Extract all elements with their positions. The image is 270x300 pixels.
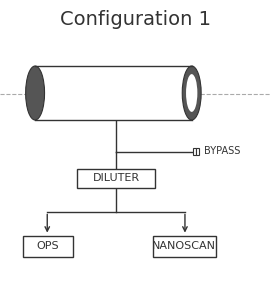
Bar (77, 169, 155, 188)
Text: NANOSCAN: NANOSCAN (152, 241, 216, 251)
Bar (193, 148, 195, 155)
Text: OPS: OPS (37, 241, 59, 251)
Bar (23, 236, 73, 256)
Text: Configuration 1: Configuration 1 (59, 10, 211, 29)
Bar (35, 66, 192, 120)
Bar (153, 236, 216, 256)
Ellipse shape (182, 66, 201, 120)
Ellipse shape (26, 66, 45, 120)
Text: DILUTER: DILUTER (93, 173, 140, 183)
Bar (197, 148, 199, 155)
Ellipse shape (186, 74, 197, 112)
Text: BYPASS: BYPASS (204, 146, 240, 157)
